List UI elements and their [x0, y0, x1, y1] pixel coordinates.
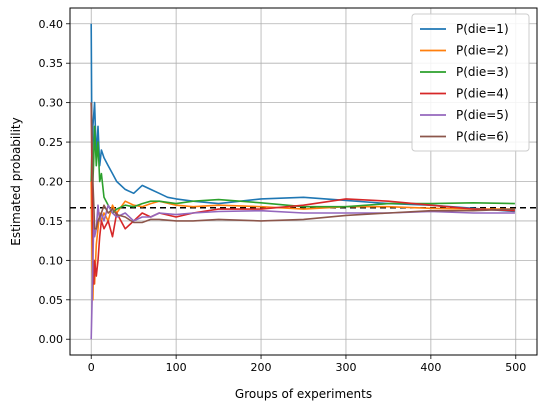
- x-axis-label: Groups of experiments: [235, 387, 372, 401]
- y-axis-label: Estimated probability: [9, 117, 23, 245]
- legend-label: P(die=6): [456, 130, 509, 144]
- series-layer: [90, 23, 515, 340]
- y-tick-label: 0.05: [39, 294, 64, 307]
- y-tick-label: 0.25: [39, 136, 64, 149]
- series-line-4: [90, 102, 515, 285]
- legend-label: P(die=2): [456, 44, 509, 58]
- x-tick-label: 300: [335, 361, 356, 374]
- y-tick-label: 0.35: [39, 57, 64, 70]
- legend-label: P(die=4): [456, 87, 509, 101]
- legend: P(die=1) P(die=2) P(die=3) P(die=4) P(die=5)…: [411, 13, 530, 152]
- series-line-3: [90, 125, 515, 214]
- legend-box: [411, 13, 530, 152]
- y-tick-label: 0.00: [39, 333, 64, 346]
- tick-layer: 0 100 200 300 400 500 0.00 0.05 0.10 0.15 0.20 0.25…: [39, 18, 527, 374]
- series-line-6: [90, 102, 515, 230]
- y-tick-label: 0.30: [39, 97, 64, 110]
- series-line-1: [90, 23, 515, 213]
- y-tick-label: 0.15: [39, 215, 64, 228]
- y-tick-label: 0.20: [39, 176, 64, 189]
- legend-label: P(die=1): [456, 22, 509, 36]
- y-tick-label: 0.40: [39, 18, 64, 31]
- series-line-5: [90, 204, 515, 340]
- x-tick-label: 500: [505, 361, 526, 374]
- x-tick-label: 0: [88, 361, 95, 374]
- y-tick-label: 0.10: [39, 254, 64, 267]
- x-tick-label: 400: [420, 361, 441, 374]
- x-tick-label: 100: [166, 361, 187, 374]
- legend-label: P(die=5): [456, 108, 509, 122]
- legend-label: P(die=3): [456, 65, 509, 79]
- x-tick-label: 200: [251, 361, 272, 374]
- series-line-2: [90, 181, 515, 301]
